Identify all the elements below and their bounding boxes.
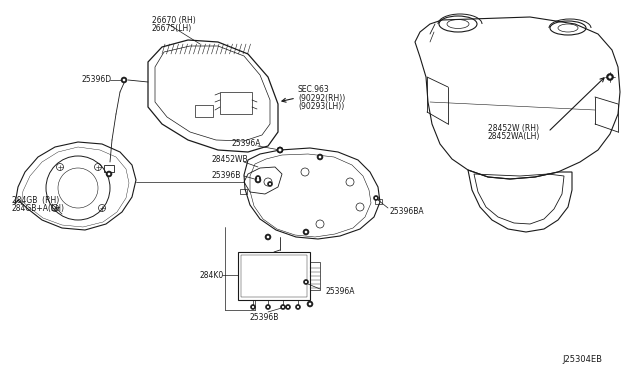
- Circle shape: [108, 173, 110, 175]
- Text: 25396B: 25396B: [212, 171, 241, 180]
- Circle shape: [285, 305, 291, 310]
- Text: 284GB  (RH): 284GB (RH): [12, 196, 60, 205]
- Circle shape: [267, 235, 269, 238]
- Circle shape: [296, 305, 301, 310]
- Circle shape: [607, 74, 614, 80]
- Circle shape: [265, 234, 271, 240]
- Circle shape: [287, 306, 289, 308]
- Circle shape: [269, 183, 271, 185]
- Bar: [310, 262, 320, 290]
- Text: 25396D: 25396D: [82, 76, 112, 84]
- Circle shape: [280, 305, 285, 310]
- Circle shape: [255, 176, 260, 180]
- Bar: [241, 255, 307, 297]
- Circle shape: [252, 306, 254, 308]
- Circle shape: [282, 306, 284, 308]
- Text: 25396A: 25396A: [232, 140, 262, 148]
- Circle shape: [257, 179, 259, 181]
- Text: 25396B: 25396B: [250, 312, 280, 321]
- Circle shape: [266, 305, 271, 310]
- Circle shape: [303, 279, 308, 285]
- Bar: [240, 189, 247, 194]
- Text: 26670 (RH): 26670 (RH): [152, 16, 196, 25]
- Circle shape: [277, 147, 283, 153]
- Bar: [220, 92, 252, 114]
- Circle shape: [268, 182, 273, 186]
- Circle shape: [297, 306, 299, 308]
- Text: J25304EB: J25304EB: [562, 356, 602, 365]
- Circle shape: [305, 281, 307, 283]
- Circle shape: [250, 305, 255, 310]
- Circle shape: [121, 77, 127, 83]
- Circle shape: [278, 149, 282, 151]
- Circle shape: [303, 229, 309, 235]
- Bar: [238, 252, 310, 300]
- Bar: [375, 199, 382, 204]
- Text: (90292(RH)): (90292(RH)): [298, 93, 345, 103]
- Text: (90293(LH)): (90293(LH)): [298, 102, 344, 110]
- Circle shape: [374, 196, 378, 201]
- Circle shape: [277, 147, 283, 153]
- Text: 28452WA(LH): 28452WA(LH): [488, 131, 540, 141]
- Circle shape: [255, 177, 261, 183]
- Text: 284GB+A(LH): 284GB+A(LH): [12, 205, 65, 214]
- Circle shape: [267, 306, 269, 308]
- Circle shape: [317, 154, 323, 160]
- Bar: [104, 165, 114, 172]
- Circle shape: [106, 171, 112, 177]
- Circle shape: [305, 231, 307, 233]
- Circle shape: [257, 177, 259, 179]
- Circle shape: [123, 78, 125, 81]
- Text: 284K0: 284K0: [200, 270, 224, 279]
- Bar: [195, 105, 213, 117]
- Text: 28452W (RH): 28452W (RH): [488, 124, 539, 132]
- Text: SEC.963: SEC.963: [298, 86, 330, 94]
- Circle shape: [319, 155, 321, 158]
- Text: 25396A: 25396A: [325, 288, 355, 296]
- Circle shape: [308, 303, 311, 305]
- Text: 28452WB: 28452WB: [212, 155, 248, 164]
- Circle shape: [307, 301, 313, 307]
- Circle shape: [375, 197, 377, 199]
- Text: 25396BA: 25396BA: [390, 208, 424, 217]
- Circle shape: [609, 76, 612, 78]
- Circle shape: [278, 149, 282, 151]
- Text: 26675(LH): 26675(LH): [152, 23, 192, 32]
